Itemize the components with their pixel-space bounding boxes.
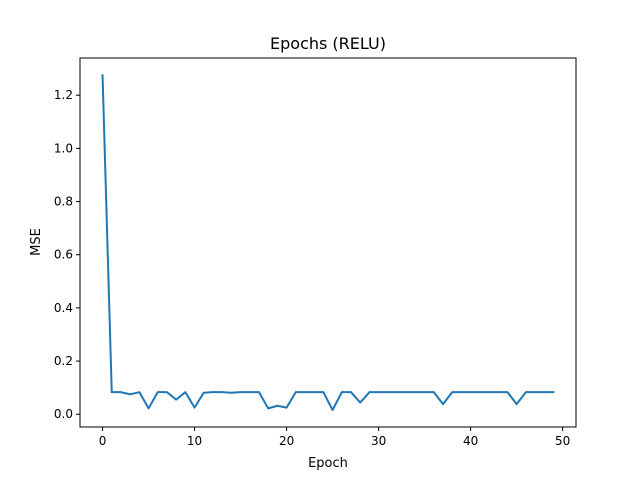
- y-tick-label: 0.6: [54, 248, 73, 262]
- x-axis-label: Epoch: [308, 456, 348, 471]
- y-axis-label: MSE: [29, 228, 44, 256]
- plot-frame: [79, 57, 577, 428]
- x-tick-label: 30: [371, 434, 386, 448]
- y-axis: 0.0 0.2 0.4 0.6 0.8 1.0 1.2: [54, 88, 80, 421]
- x-tick-label: 10: [187, 434, 202, 448]
- y-tick-label: 1.2: [54, 88, 73, 102]
- series-layer: [101, 74, 555, 411]
- y-tick-label: 0.8: [54, 195, 73, 209]
- y-tick-label: 0.2: [54, 354, 73, 368]
- mse-series-line: [101, 74, 555, 411]
- y-tick-label: 0.4: [54, 301, 73, 315]
- x-axis: 0 10 20 30 40 50: [99, 427, 570, 448]
- x-tick-label: 50: [555, 434, 570, 448]
- y-tick-label: 0.0: [54, 407, 73, 421]
- chart-title: Epochs (RELU): [270, 34, 386, 53]
- y-tick-label: 1.0: [54, 141, 73, 155]
- x-tick-label: 0: [99, 434, 107, 448]
- x-tick-label: 20: [279, 434, 294, 448]
- x-tick-label: 40: [463, 434, 478, 448]
